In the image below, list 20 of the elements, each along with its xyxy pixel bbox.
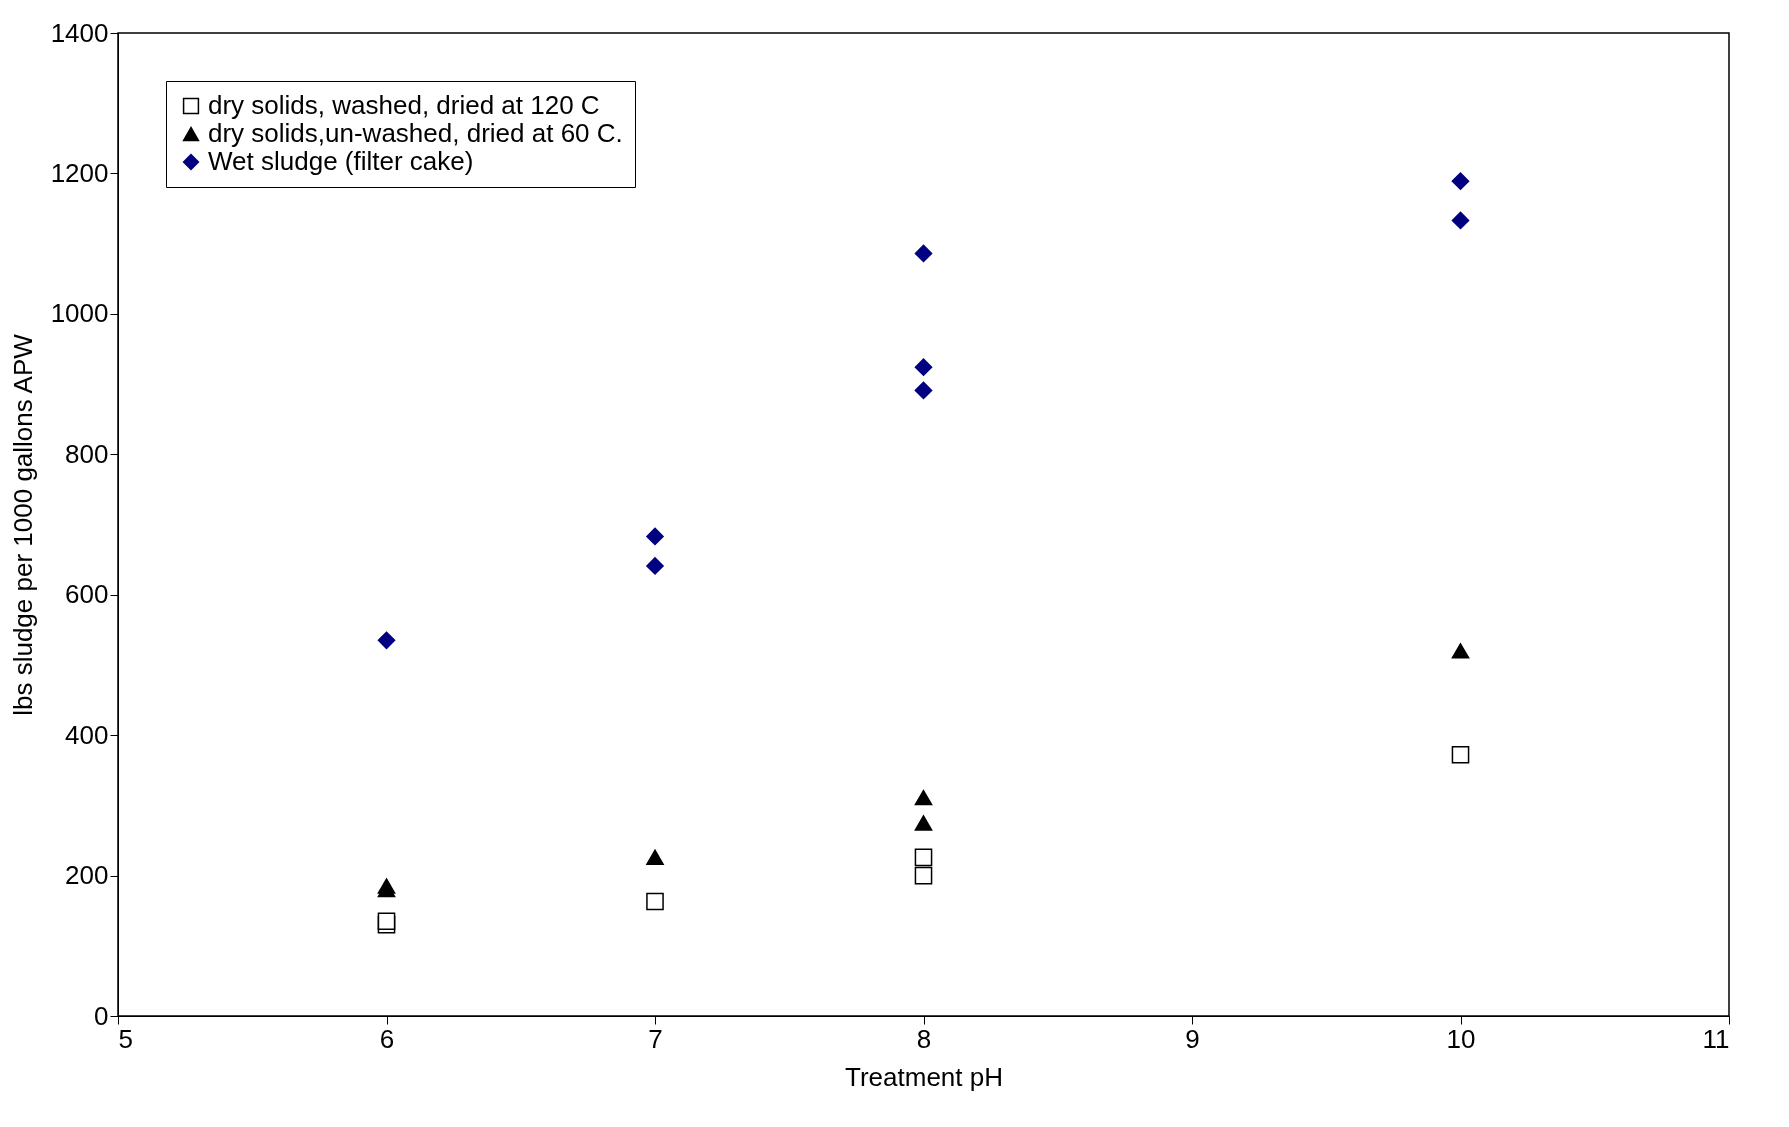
legend-label: dry solids,un-washed, dried at 60 C. bbox=[208, 118, 623, 148]
x-tick-label: 11 bbox=[1702, 1023, 1730, 1054]
y-tick-label: 1400 bbox=[50, 17, 109, 48]
x-tick-label: 8 bbox=[916, 1023, 932, 1054]
y-tick-label: 800 bbox=[65, 438, 109, 469]
x-tick-label: 7 bbox=[648, 1023, 663, 1054]
y-tick-label: 1000 bbox=[50, 298, 109, 329]
y-tick-label: 400 bbox=[65, 719, 109, 750]
x-tick-label: 9 bbox=[1185, 1023, 1200, 1054]
x-tick-label: 10 bbox=[1446, 1023, 1476, 1054]
x-tick-label: 5 bbox=[118, 1023, 133, 1054]
y-axis-title: lbs sludge per 1000 gallons APW bbox=[7, 333, 38, 716]
x-axis-title: Treatment pH bbox=[845, 1061, 1003, 1092]
y-tick-label: 1200 bbox=[50, 157, 109, 188]
y-tick-label: 0 bbox=[94, 1000, 109, 1031]
y-tick-label: 200 bbox=[65, 860, 109, 891]
legend-label: Wet sludge (filter cake) bbox=[208, 146, 474, 176]
y-tick-label: 600 bbox=[65, 579, 109, 610]
legend-label: dry solids, washed, dried at 120 C bbox=[208, 90, 600, 120]
x-tick-label: 6 bbox=[379, 1023, 395, 1054]
